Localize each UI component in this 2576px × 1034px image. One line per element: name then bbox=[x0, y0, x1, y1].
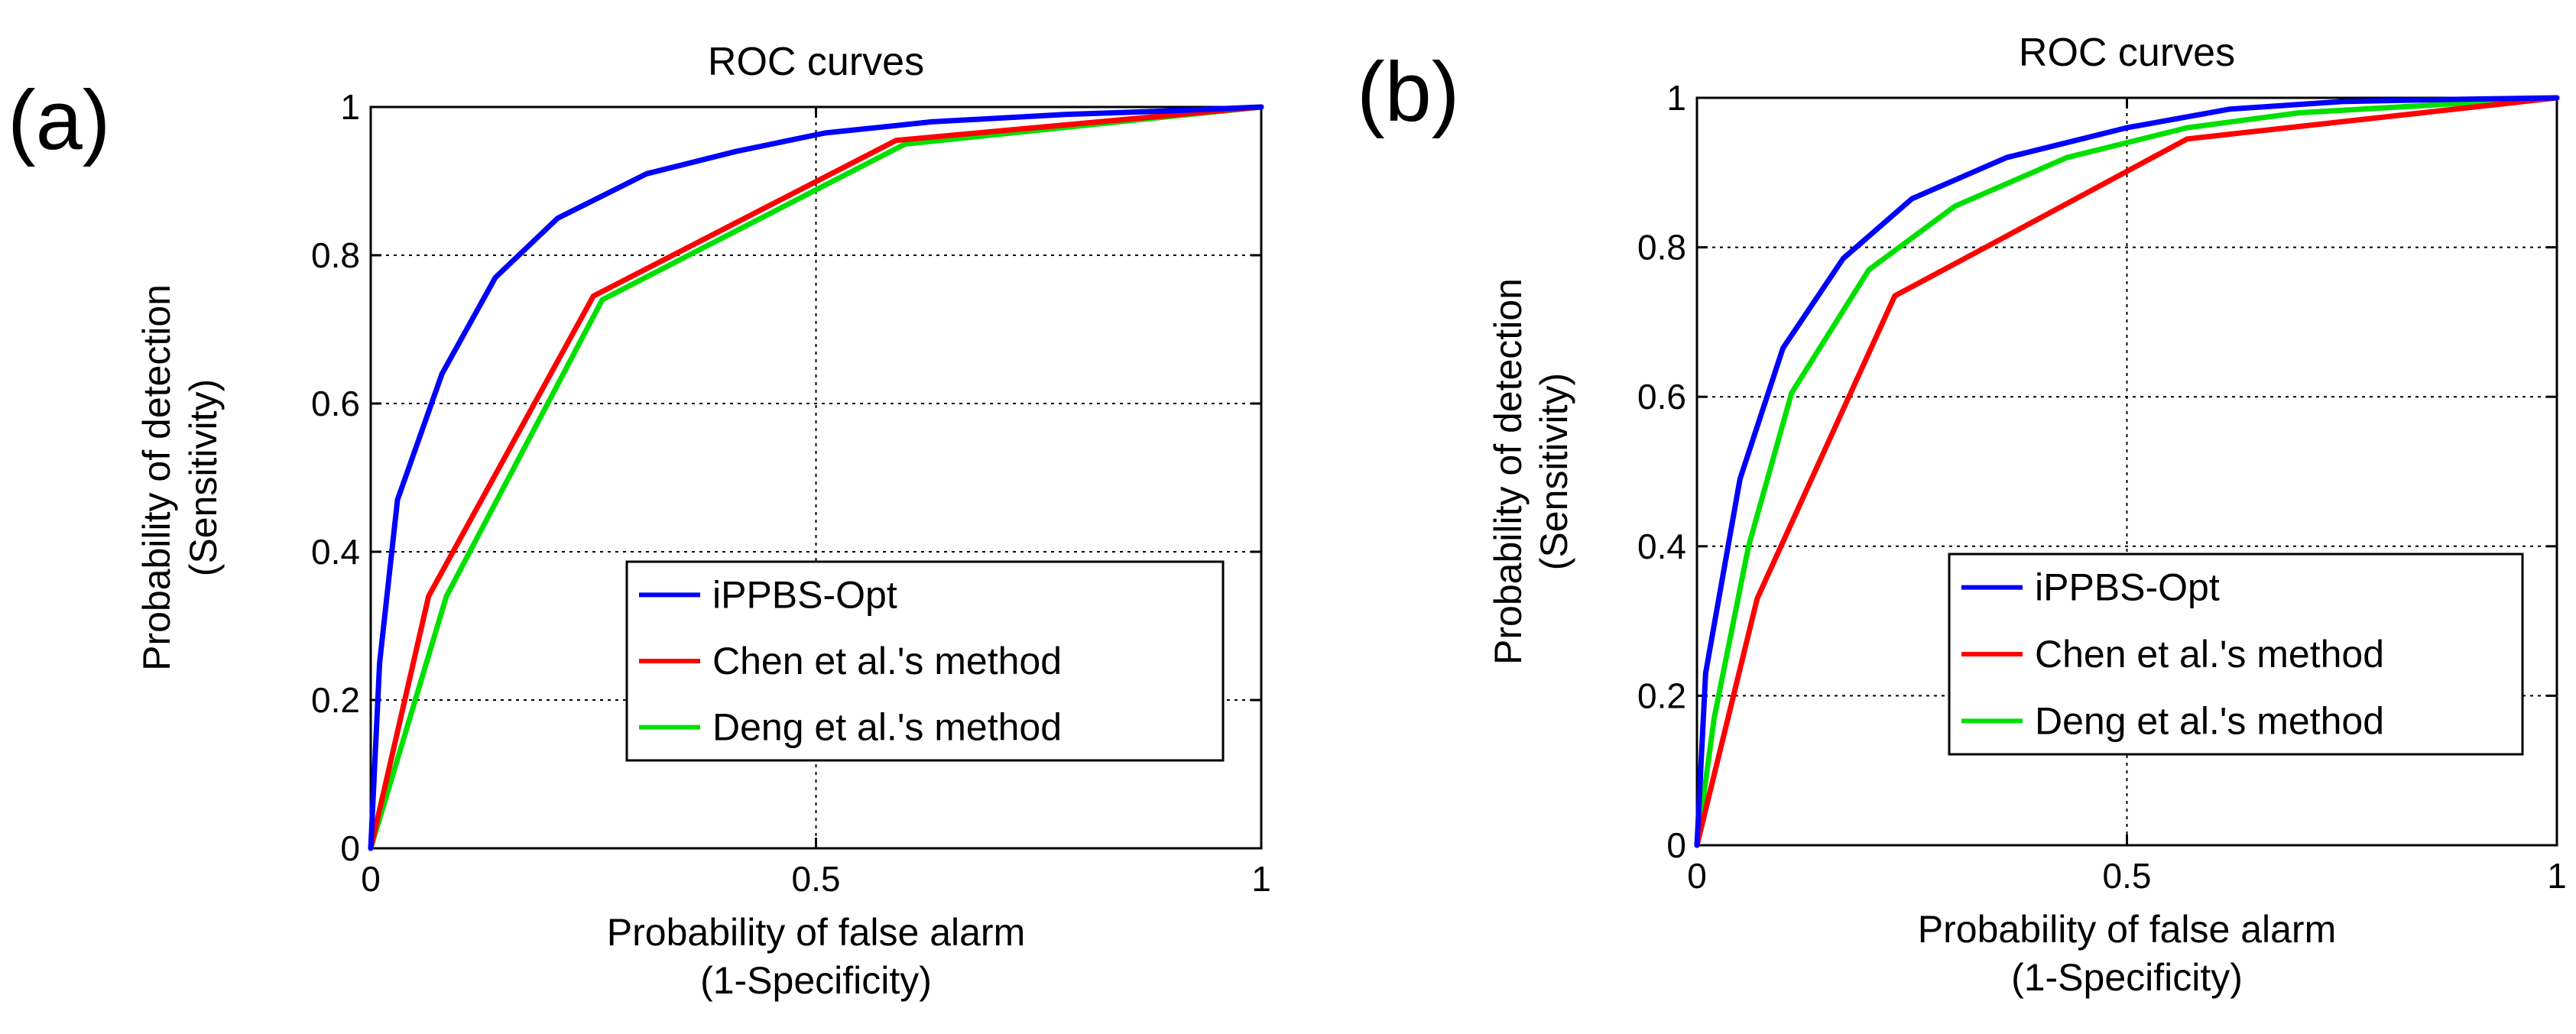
chart-title: ROC curves bbox=[2019, 31, 2235, 75]
x-axis-label: Probability of false alarm bbox=[1918, 908, 2336, 951]
x-axis-label-sub: (1-Specificity) bbox=[2011, 956, 2243, 999]
legend-box bbox=[625, 560, 1225, 762]
x-tick-label: 0.5 bbox=[792, 859, 841, 899]
y-tick-label: 0.4 bbox=[1637, 527, 1686, 566]
chart-title: ROC curves bbox=[708, 40, 924, 84]
series-line-ippbs-opt bbox=[368, 104, 1264, 851]
y-axis-label: Probability of detection bbox=[1487, 278, 1530, 665]
x-tick-label: 0.5 bbox=[2103, 856, 2152, 896]
legend-label: iPPBS-Opt bbox=[2035, 566, 2220, 609]
legend-label: iPPBS-Opt bbox=[712, 573, 897, 616]
legend-box bbox=[1948, 553, 2524, 756]
series-line-deng-et-al-s-method bbox=[1694, 95, 2560, 848]
y-tick-label: 0 bbox=[340, 828, 360, 868]
series-line-deng-et-al-s-method bbox=[368, 104, 1264, 851]
legend: iPPBS-Opt Chen et al.'s method Deng et al.… bbox=[625, 560, 1225, 762]
y-axis-label-sub: (Sensitivity) bbox=[182, 379, 225, 576]
x-tick-label: 0 bbox=[361, 859, 381, 899]
y-tick-label: 0.4 bbox=[311, 532, 360, 572]
legend: iPPBS-Opt Chen et al.'s method Deng et al.… bbox=[1948, 553, 2524, 756]
panel-label: (b) bbox=[1357, 45, 1459, 139]
x-tick-label: 1 bbox=[2547, 856, 2567, 896]
y-tick-label: 1 bbox=[1666, 78, 1686, 118]
x-axis-label-sub: (1-Specificity) bbox=[700, 959, 932, 1002]
y-tick-label: 1 bbox=[340, 87, 360, 127]
y-tick-label: 0.2 bbox=[311, 680, 360, 720]
panel-label: (a) bbox=[8, 73, 110, 167]
y-tick-label: 0.8 bbox=[1637, 228, 1686, 267]
x-tick-label: 1 bbox=[1251, 859, 1271, 899]
legend-label: Deng et al.'s method bbox=[2035, 699, 2384, 742]
roc-panel-b: (b) ROC curves 0 0.5 1 0 0.2 0.4 0.6 0.8 1 Probabil… bbox=[1357, 31, 2567, 999]
roc-panel-a: (a) ROC curves 0 0.5 1 0 0.2 0.4 0.6 0.8 1 Probabil… bbox=[8, 40, 1271, 1002]
y-tick-label: 0.2 bbox=[1637, 676, 1686, 715]
y-tick-label: 0.8 bbox=[311, 235, 360, 275]
series-line-chen-et-al-s-method bbox=[368, 104, 1264, 851]
x-tick-label: 0 bbox=[1687, 856, 1707, 896]
series-line-ippbs-opt bbox=[1694, 95, 2560, 848]
x-axis-label: Probability of false alarm bbox=[607, 911, 1025, 954]
legend-label: Chen et al.'s method bbox=[2035, 633, 2384, 676]
y-tick-label: 0.6 bbox=[1637, 377, 1686, 417]
y-tick-label: 0.6 bbox=[311, 384, 360, 423]
legend-label: Chen et al.'s method bbox=[712, 640, 1062, 682]
y-axis-label-sub: (Sensitivity) bbox=[1533, 373, 1575, 570]
legend-label: Deng et al.'s method bbox=[712, 706, 1062, 749]
y-axis-label: Probability of detection bbox=[135, 284, 178, 671]
series-line-chen-et-al-s-method bbox=[1694, 95, 2560, 848]
y-tick-label: 0 bbox=[1666, 825, 1686, 865]
